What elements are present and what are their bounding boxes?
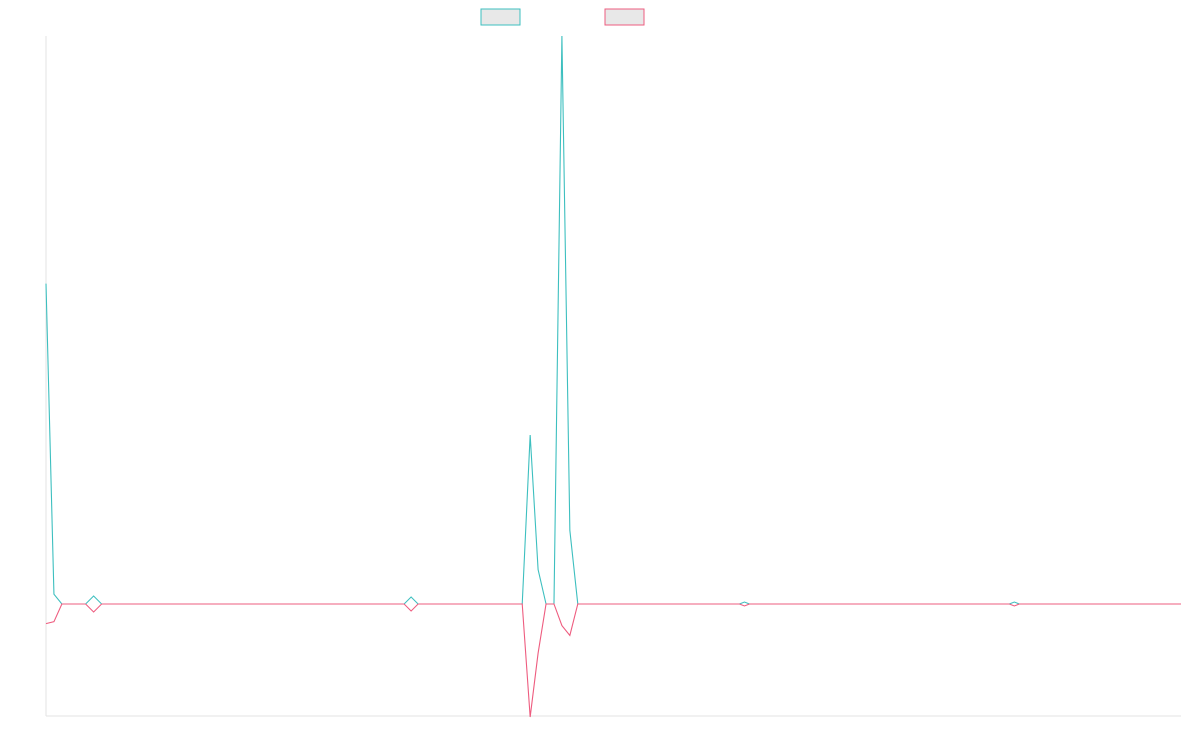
legend bbox=[480, 8, 645, 26]
legend-swatch-2[interactable] bbox=[604, 8, 645, 26]
series-1-marker-1 bbox=[85, 595, 102, 605]
marker-layer bbox=[85, 595, 1020, 613]
series-line-1 bbox=[45, 35, 1181, 605]
series-2-marker-4 bbox=[1009, 603, 1020, 607]
series-2-marker-1 bbox=[85, 603, 102, 613]
series-layer bbox=[45, 35, 1181, 718]
series-2-marker-3 bbox=[739, 603, 750, 607]
axes bbox=[45, 36, 1181, 717]
series-1-marker-2 bbox=[403, 596, 419, 605]
series-2-marker-2 bbox=[403, 603, 419, 612]
series-line-2 bbox=[45, 603, 1181, 718]
series-1-marker-4 bbox=[1009, 601, 1020, 605]
legend-swatch-1[interactable] bbox=[480, 8, 521, 26]
series-1-marker-3 bbox=[739, 601, 750, 605]
